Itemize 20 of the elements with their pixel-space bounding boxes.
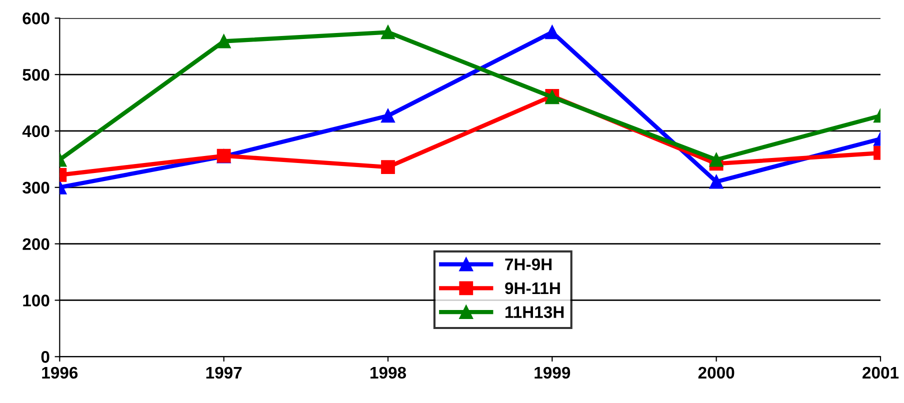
y-tick-label: 200 (22, 238, 50, 250)
point (381, 108, 395, 123)
x-tick-label: 1996 (42, 366, 78, 379)
y-tick-label: 100 (23, 294, 50, 306)
x-tick-label: 1997 (206, 366, 242, 379)
legend-label: 11H13H (506, 306, 564, 318)
y-tick-label: 500 (22, 68, 50, 81)
point (381, 160, 395, 174)
x-tick-label: 1998 (370, 366, 406, 379)
legend-label: 9H-11H (505, 282, 560, 294)
legend-label: 7H-9H (505, 258, 552, 270)
x-tick-label: 2001 (862, 366, 899, 379)
y-tick-label: 400 (22, 125, 50, 138)
y-tick-label: 600 (22, 12, 50, 24)
x-tick-label: 2000 (698, 366, 734, 379)
y-tick-label: 0 (41, 351, 50, 363)
y-tick-label: 300 (22, 182, 50, 194)
point (381, 25, 395, 40)
point (545, 25, 560, 40)
x-tick-label: 1999 (534, 366, 570, 379)
